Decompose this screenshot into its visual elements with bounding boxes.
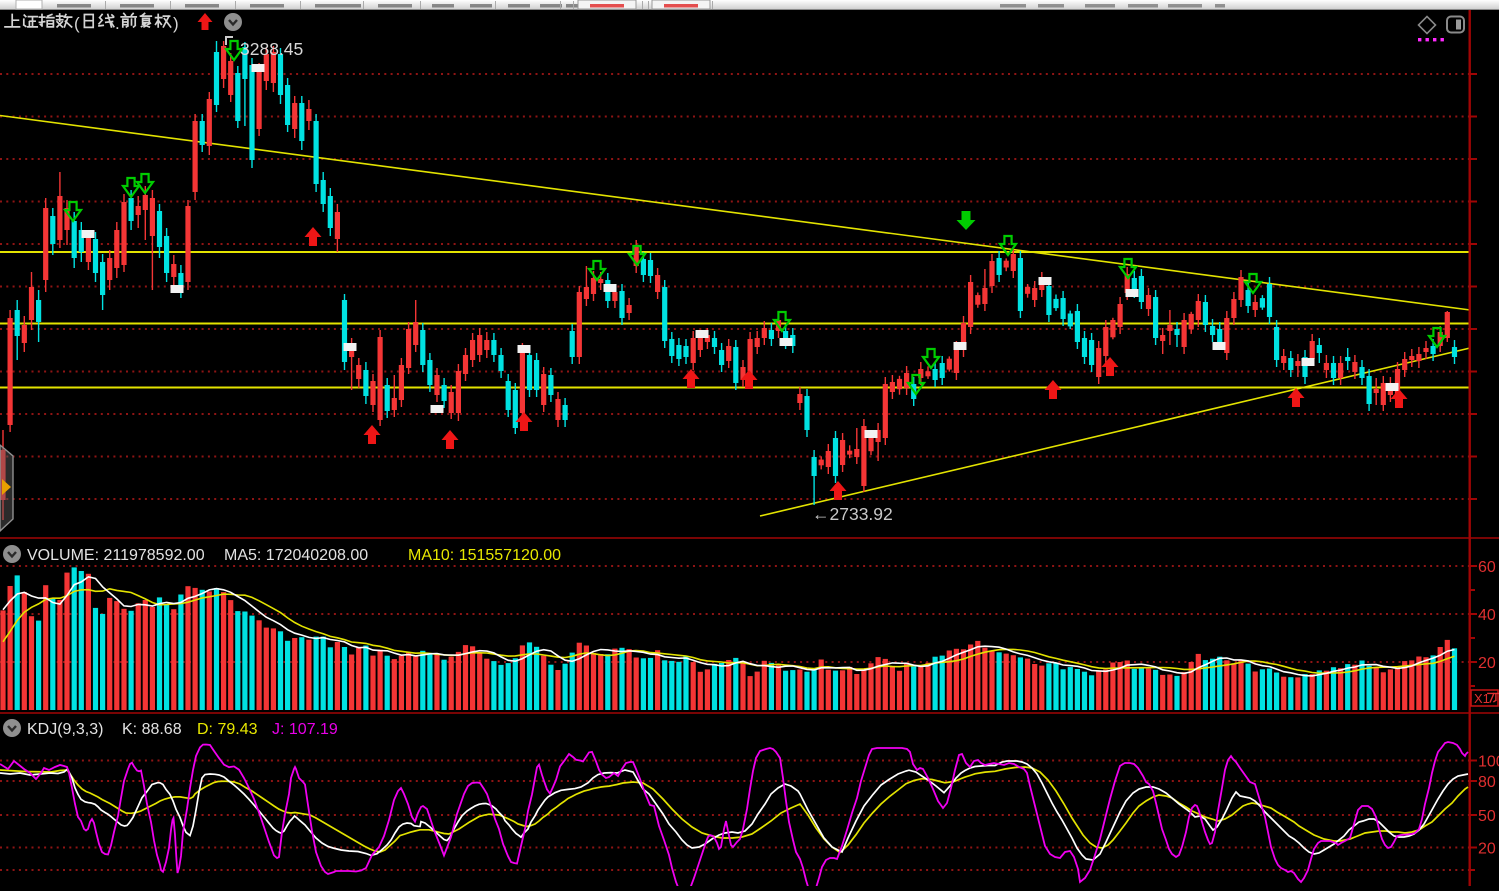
svg-text:.: . xyxy=(115,14,120,33)
svg-text:80: 80 xyxy=(1478,774,1496,791)
svg-text:100: 100 xyxy=(1478,754,1499,771)
svg-text:MA10: 151557120.00: MA10: 151557120.00 xyxy=(408,547,561,564)
svg-text:50: 50 xyxy=(1478,808,1496,825)
svg-text:X1: X1 xyxy=(1474,691,1490,706)
svg-text:): ) xyxy=(173,14,179,33)
svg-text:40: 40 xyxy=(1478,607,1496,624)
svg-text:20: 20 xyxy=(1478,841,1496,858)
svg-text:K: 88.68: K: 88.68 xyxy=(122,721,182,738)
svg-text:60: 60 xyxy=(1478,559,1496,576)
svg-text:KDJ(9,3,3): KDJ(9,3,3) xyxy=(27,721,103,738)
svg-text:(: ( xyxy=(74,14,80,33)
svg-text:20: 20 xyxy=(1478,655,1496,672)
svg-text:←2733.92: ←2733.92 xyxy=(812,504,893,524)
svg-text:J: 107.19: J: 107.19 xyxy=(272,721,338,738)
svg-text:D: 79.43: D: 79.43 xyxy=(197,721,258,738)
svg-text:MA5: 172040208.00: MA5: 172040208.00 xyxy=(224,547,368,564)
svg-text:3288.45: 3288.45 xyxy=(240,39,303,59)
svg-text:VOLUME: 211978592.00: VOLUME: 211978592.00 xyxy=(27,547,205,564)
